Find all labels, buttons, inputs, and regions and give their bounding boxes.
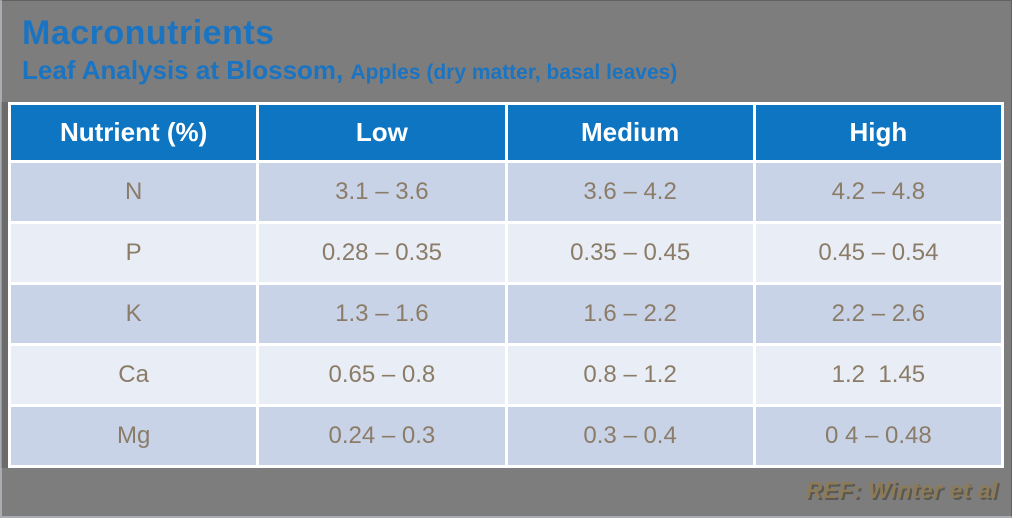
cell-nutrient: K bbox=[11, 285, 257, 343]
cell-medium: 0.35 – 0.45 bbox=[507, 224, 753, 282]
cell-low: 1.3 – 1.6 bbox=[259, 285, 505, 343]
cell-high: 4.2 – 4.8 bbox=[755, 163, 1001, 221]
column-header-low: Low bbox=[259, 105, 505, 160]
table-row: Mg 0.24 – 0.3 0.3 – 0.4 0 4 – 0.48 bbox=[11, 407, 1001, 465]
header-row: Nutrient (%) Low Medium High bbox=[11, 105, 1001, 160]
cell-low: 0.28 – 0.35 bbox=[259, 224, 505, 282]
cell-nutrient: P bbox=[11, 224, 257, 282]
cell-low: 0.65 – 0.8 bbox=[259, 346, 505, 404]
nutrient-table-wrapper: Nutrient (%) Low Medium High N 3.1 – 3.6… bbox=[8, 102, 1004, 468]
cell-high: 0.45 – 0.54 bbox=[755, 224, 1001, 282]
subtitle-main: Leaf Analysis at Blossom, bbox=[22, 55, 351, 86]
table-row: P 0.28 – 0.35 0.35 – 0.45 0.45 – 0.54 bbox=[11, 224, 1001, 282]
cell-nutrient: N bbox=[11, 163, 257, 221]
column-header-high: High bbox=[755, 105, 1001, 160]
page-subtitle: Leaf Analysis at Blossom, Apples (dry ma… bbox=[22, 55, 677, 86]
column-header-nutrient: Nutrient (%) bbox=[11, 105, 257, 160]
page-title: Macronutrients bbox=[22, 14, 275, 52]
cell-high: 1.2 1.45 bbox=[755, 346, 1001, 404]
cell-medium: 1.6 – 2.2 bbox=[507, 285, 753, 343]
cell-medium: 3.6 – 4.2 bbox=[507, 163, 753, 221]
cell-low: 3.1 – 3.6 bbox=[259, 163, 505, 221]
cell-high: 0 4 – 0.48 bbox=[755, 407, 1001, 465]
reference-text: REF: Winter et al bbox=[805, 477, 998, 503]
table-row: K 1.3 – 1.6 1.6 – 2.2 2.2 – 2.6 bbox=[11, 285, 1001, 343]
cell-nutrient: Ca bbox=[11, 346, 257, 404]
cell-nutrient: Mg bbox=[11, 407, 257, 465]
cell-high: 2.2 – 2.6 bbox=[755, 285, 1001, 343]
nutrient-table: Nutrient (%) Low Medium High N 3.1 – 3.6… bbox=[8, 102, 1004, 468]
title-block: Macronutrients Leaf Analysis at Blossom,… bbox=[22, 14, 677, 86]
cell-medium: 0.8 – 1.2 bbox=[507, 346, 753, 404]
cell-medium: 0.3 – 0.4 bbox=[507, 407, 753, 465]
table-row: Ca 0.65 – 0.8 0.8 – 1.2 1.2 1.45 bbox=[11, 346, 1001, 404]
subtitle-detail: Apples (dry matter, basal leaves) bbox=[350, 61, 678, 85]
table-row: N 3.1 – 3.6 3.6 – 4.2 4.2 – 4.8 bbox=[11, 163, 1001, 221]
column-header-medium: Medium bbox=[507, 105, 753, 160]
cell-low: 0.24 – 0.3 bbox=[259, 407, 505, 465]
